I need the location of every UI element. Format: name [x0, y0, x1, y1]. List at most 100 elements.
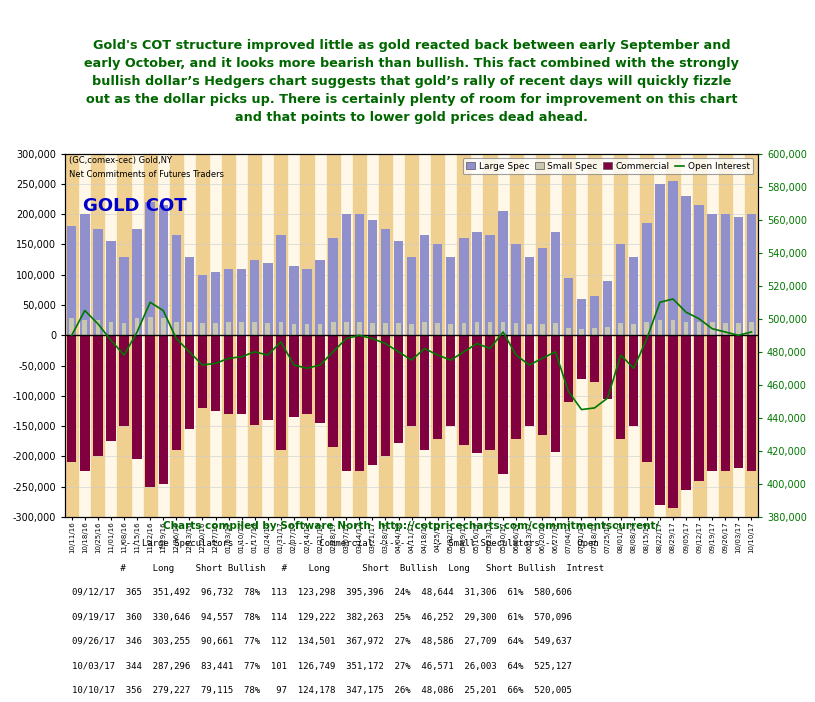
Bar — [328, 336, 338, 447]
Bar — [526, 324, 531, 336]
Bar — [381, 336, 390, 456]
Bar — [707, 214, 717, 336]
Bar — [710, 322, 715, 336]
Bar — [289, 336, 298, 417]
Bar — [185, 257, 194, 336]
Text: 10/03/17  344  287,296  83,441  77%  101  126,749  351,172  27%  46,571  26,003 : 10/03/17 344 287,296 83,441 77% 101 126,… — [73, 662, 572, 671]
Bar — [82, 320, 87, 336]
Bar — [65, 154, 78, 517]
Bar — [498, 336, 508, 475]
Bar — [214, 323, 218, 336]
Bar — [641, 154, 654, 517]
Text: 09/19/17  360  330,646  94,557  78%  114  129,222  382,263  25%  46,252  29,300 : 09/19/17 360 330,646 94,557 78% 114 129,… — [73, 613, 572, 622]
Bar — [564, 278, 573, 336]
Bar — [80, 214, 90, 336]
Bar — [328, 239, 338, 336]
Bar — [379, 154, 392, 517]
Bar — [145, 202, 155, 336]
Bar — [512, 336, 521, 439]
Bar — [483, 154, 496, 517]
Bar — [315, 260, 325, 336]
Bar — [80, 336, 90, 472]
Bar — [301, 154, 314, 517]
Legend: Large Spec, Small Spec, Commercial, Open Interest: Large Spec, Small Spec, Commercial, Open… — [463, 158, 753, 175]
Bar — [305, 324, 310, 336]
Bar — [681, 196, 691, 336]
Bar — [616, 244, 625, 336]
Bar — [461, 323, 466, 336]
Bar — [459, 336, 469, 446]
Bar — [632, 324, 637, 336]
Bar — [327, 154, 340, 517]
Bar — [603, 336, 612, 399]
Bar — [368, 220, 377, 336]
Bar — [448, 324, 453, 336]
Bar — [106, 241, 116, 336]
Bar — [655, 336, 664, 505]
Bar — [551, 232, 560, 336]
Bar — [564, 336, 573, 402]
Bar — [446, 336, 456, 426]
Bar — [341, 214, 351, 336]
Bar — [119, 257, 129, 336]
Bar — [485, 235, 495, 336]
Bar — [91, 154, 104, 517]
Bar — [593, 328, 597, 336]
Bar — [106, 336, 116, 441]
Bar — [148, 317, 152, 336]
Bar — [681, 336, 691, 489]
Text: Charts compiled by Software North  http://cotpricecharts.com/commitmentscurrent/: Charts compiled by Software North http:/… — [164, 521, 659, 531]
Bar — [240, 322, 244, 336]
Bar — [266, 323, 270, 336]
Bar — [357, 322, 362, 336]
Bar — [161, 318, 165, 336]
Bar — [734, 217, 743, 336]
Bar — [707, 336, 717, 472]
Bar — [315, 336, 325, 423]
Bar — [67, 336, 77, 463]
Text: 10/10/17  356  279,227  79,115  78%   97  124,178  347,175  26%  48,086  25,201 : 10/10/17 356 279,227 79,115 78% 97 124,1… — [73, 687, 572, 696]
Bar — [472, 232, 482, 336]
Bar — [540, 324, 544, 336]
Bar — [279, 322, 284, 336]
Bar — [590, 336, 599, 383]
Bar — [590, 296, 599, 336]
Bar — [93, 336, 103, 456]
Bar — [263, 336, 272, 420]
Bar — [132, 336, 142, 459]
Bar — [108, 322, 113, 336]
Bar — [551, 336, 560, 452]
Bar — [145, 336, 155, 486]
Bar — [353, 154, 366, 517]
Bar — [187, 322, 192, 336]
Bar — [684, 322, 689, 336]
Bar — [318, 324, 323, 336]
Bar — [355, 336, 364, 472]
Bar — [198, 336, 207, 408]
Bar — [485, 336, 495, 450]
Bar — [694, 205, 704, 336]
Text: 09/26/17  346  303,255  90,661  77%  112  134,501  367,972  27%  48,586  27,709 : 09/26/17 346 303,255 90,661 77% 112 134,… — [73, 637, 572, 647]
Bar — [577, 299, 586, 336]
Bar — [619, 323, 623, 336]
Bar — [222, 154, 235, 517]
Bar — [668, 336, 678, 508]
Bar — [566, 328, 570, 336]
Bar — [577, 336, 586, 379]
Bar — [472, 336, 482, 453]
Bar — [172, 235, 181, 336]
Bar — [185, 336, 194, 429]
Bar — [302, 269, 311, 336]
Bar — [302, 336, 311, 414]
Bar — [579, 329, 584, 336]
Bar — [525, 336, 534, 426]
Bar — [615, 154, 628, 517]
Bar — [736, 323, 741, 336]
Bar — [616, 336, 625, 439]
Bar — [433, 244, 443, 336]
Bar — [535, 154, 548, 517]
Bar — [420, 336, 430, 450]
Bar — [433, 336, 443, 439]
Text: GOLD COT: GOLD COT — [82, 197, 186, 216]
Text: #     Long    Short Bullish   #    Long      Short  Bullish  Long   Short Bullis: # Long Short Bullish # Long Short Bullis… — [73, 564, 604, 573]
